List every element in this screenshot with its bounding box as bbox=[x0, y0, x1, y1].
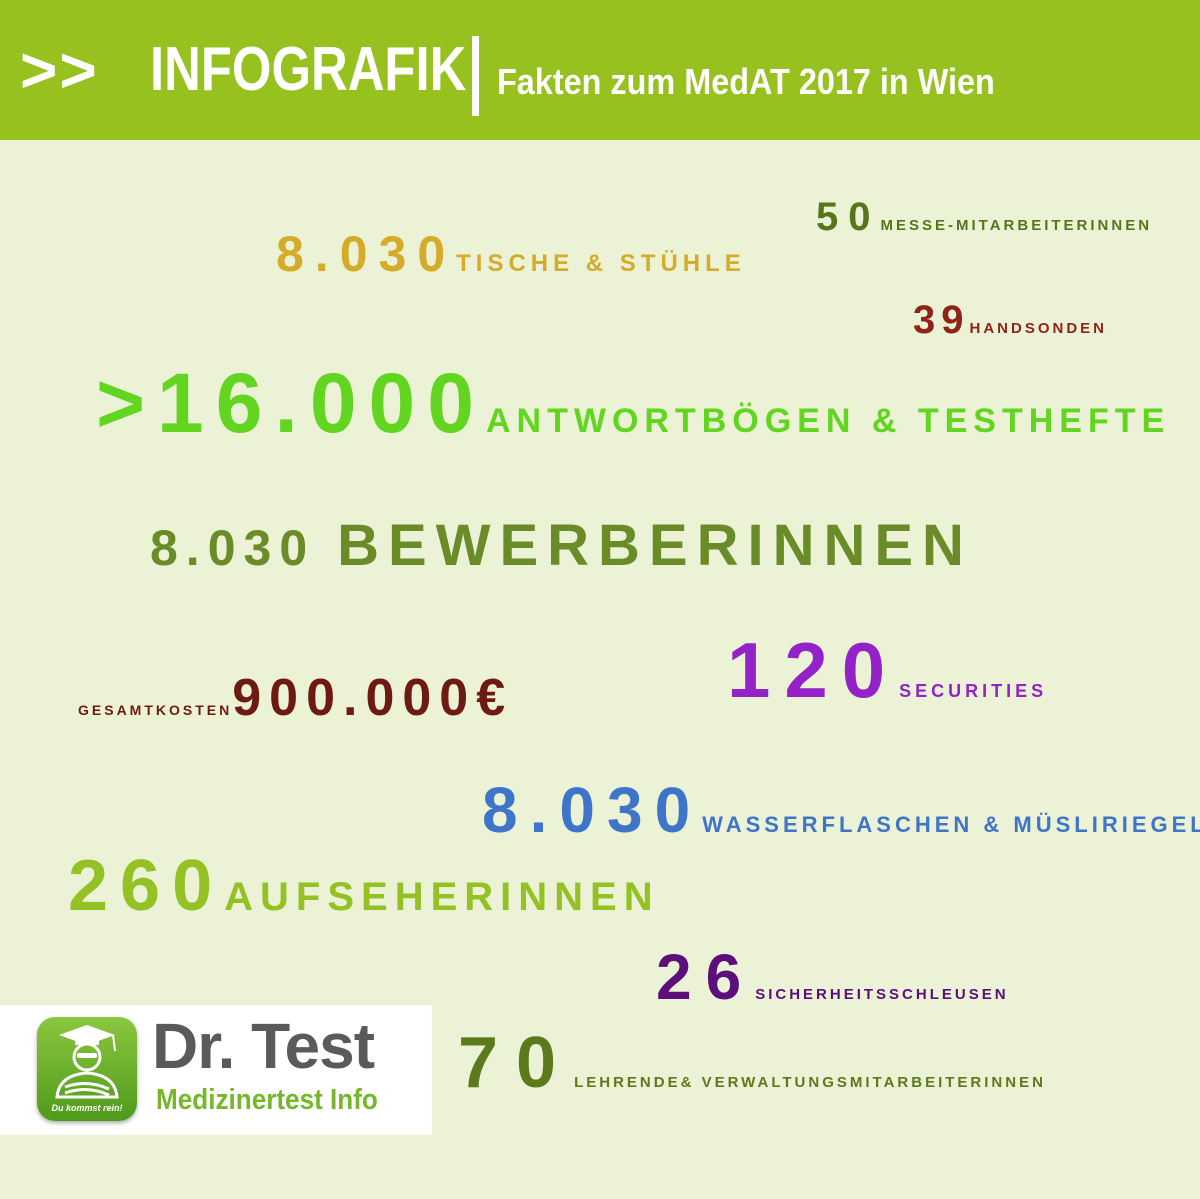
header-arrows: >> bbox=[20, 34, 99, 106]
fact-label: GESAMTKOSTEN bbox=[78, 702, 233, 718]
fact-sicherheitsschleusen: 26 SICHERHEITSSCHLEUSEN bbox=[656, 940, 1009, 1014]
fact-aufseherinnen: 260 AUFSEHERINNEN bbox=[68, 845, 660, 927]
header-divider bbox=[472, 36, 479, 116]
fact-label: ANTWORTBÖGEN & TESTHEFTE bbox=[485, 402, 1171, 440]
fact-tische-stuehle: 8.030 TISCHE & STÜHLE bbox=[276, 225, 746, 283]
fact-securities: 120 SECURITIES bbox=[727, 625, 1047, 716]
fact-number: 39 bbox=[913, 298, 970, 342]
fact-number: 260 bbox=[68, 846, 225, 926]
fact-number: 8.030 bbox=[276, 226, 457, 282]
fact-label: BEWERBERINNEN bbox=[337, 513, 973, 578]
fact-number: 26 bbox=[656, 941, 756, 1013]
fact-label: SECURITIES bbox=[899, 681, 1048, 701]
brand-name: Dr. Test bbox=[152, 1010, 375, 1082]
fact-bewerberinnen: 8.030 BEWERBERINNEN bbox=[150, 512, 973, 579]
fact-antwortboegen: >16.000 ANTWORTBÖGEN & TESTHEFTE bbox=[96, 355, 1170, 452]
fact-number: 50 bbox=[816, 195, 881, 239]
app-icon-caption: Du kommst rein! bbox=[51, 1103, 123, 1113]
fact-number: >16.000 bbox=[96, 356, 486, 450]
fact-label: TISCHE & STÜHLE bbox=[456, 250, 746, 277]
fact-lehrende: 70 LEHRENDE& VERWALTUNGSMITARBEITERINNEN bbox=[458, 1022, 1046, 1104]
fact-messe-mitarbeiterinnen: 50 MESSE-MITARBEITERINNEN bbox=[816, 195, 1152, 240]
fact-label: WASSERFLASCHEN & MÜSLIRIEGEL bbox=[702, 812, 1200, 837]
fact-number: 8.030 bbox=[482, 774, 703, 846]
fact-label: SICHERHEITSSCHLEUSEN bbox=[755, 986, 1009, 1003]
fact-number: 70 bbox=[458, 1023, 575, 1103]
brand-tagline: Medizinertest Info bbox=[156, 1084, 378, 1116]
fact-label: HANDSONDEN bbox=[969, 320, 1108, 337]
fact-label: LEHRENDE& VERWALTUNGSMITARBEITERINNEN bbox=[574, 1074, 1046, 1091]
fact-label: AUFSEHERINNEN bbox=[224, 875, 660, 919]
fact-handsonden: 39 HANDSONDEN bbox=[913, 298, 1107, 343]
fact-number: 120 bbox=[727, 626, 900, 714]
graduate-mascot-icon: Du kommst rein! bbox=[37, 1017, 137, 1121]
brand-logo[interactable]: Du kommst rein! Dr. Test Medizinertest I… bbox=[0, 1005, 432, 1135]
fact-label: MESSE-MITARBEITERINNEN bbox=[880, 217, 1153, 234]
header-bar: >> INFOGRAFIK Fakten zum MedAT 2017 in W… bbox=[0, 0, 1200, 140]
header-title: INFOGRAFIK bbox=[150, 35, 467, 104]
fact-wasserflaschen: 8.030 WASSERFLASCHEN & MÜSLIRIEGEL bbox=[482, 773, 1200, 847]
fact-number: 8.030 bbox=[150, 520, 316, 576]
header-subtitle: Fakten zum MedAT 2017 in Wien bbox=[497, 61, 995, 102]
fact-gesamtkosten: GESAMTKOSTEN 900.000€ bbox=[78, 668, 513, 728]
fact-number: 900.000€ bbox=[232, 669, 514, 727]
